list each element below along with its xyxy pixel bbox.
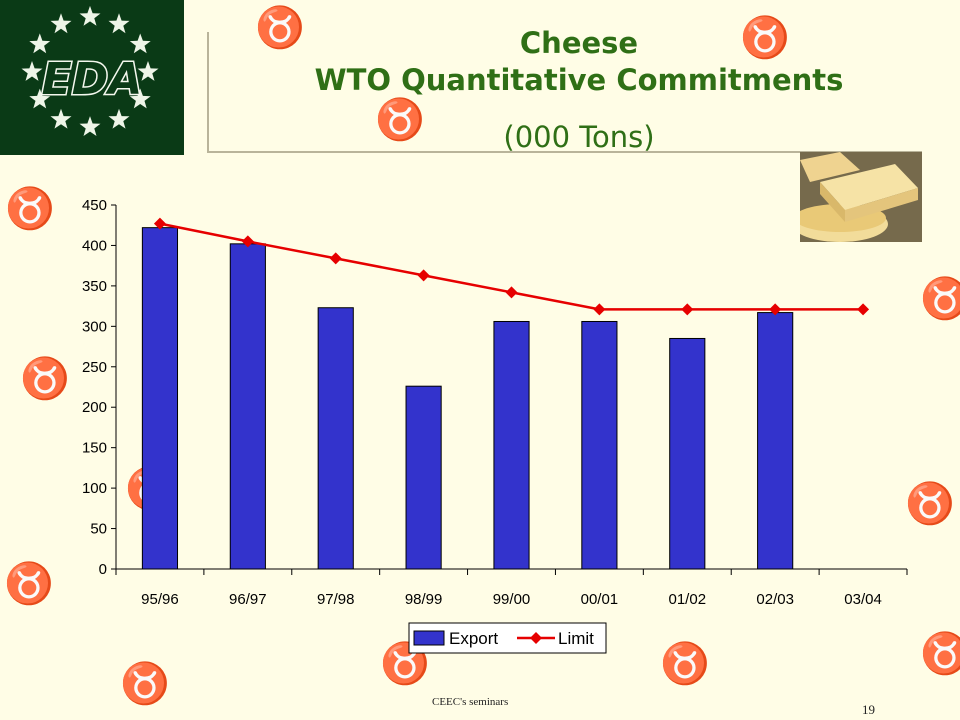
title-frame-horizontal — [207, 151, 922, 153]
page-subtitle: (000 Tons) — [503, 120, 655, 154]
cheese-photo — [800, 152, 922, 242]
logo-text: EDA — [42, 54, 143, 105]
x-tick-label: 96/97 — [229, 591, 267, 608]
legend-export-label: Export — [449, 629, 498, 648]
export-bar — [405, 385, 442, 570]
x-tick-label: 01/02 — [669, 591, 707, 608]
limit-point — [769, 303, 782, 316]
limit-point — [505, 286, 518, 299]
export-bar — [493, 320, 530, 570]
logo-star-icon — [29, 33, 51, 54]
limit-point — [593, 303, 606, 316]
y-tick-label: 50 — [90, 521, 107, 538]
eda-logo: EDA — [0, 0, 184, 155]
export-bar — [581, 320, 618, 570]
y-tick-label: 250 — [82, 359, 107, 376]
limit-point — [857, 303, 870, 316]
limit-point — [417, 269, 430, 282]
watermark-animal-icon: ♉ — [375, 97, 425, 143]
footer-text: CEEC's seminars — [432, 696, 509, 708]
logo-star-icon — [137, 61, 159, 81]
watermark-animal-icon: ♉ — [120, 661, 170, 707]
logo-star-icon — [129, 88, 151, 109]
x-tick-label: 95/96 — [141, 591, 179, 608]
watermark-animal-icon: ♉ — [660, 641, 710, 687]
title-frame-vertical — [207, 32, 209, 152]
page-number: 19 — [862, 702, 875, 717]
export-bar — [141, 227, 179, 570]
watermark-animal-icon: ♉ — [905, 481, 955, 527]
y-tick-label: 150 — [82, 440, 107, 457]
logo-star-icon — [29, 88, 51, 109]
logo-star-icon — [50, 108, 72, 129]
y-tick-label: 0 — [99, 561, 107, 578]
limit-point — [153, 217, 166, 230]
logo-star-icon — [50, 13, 72, 34]
y-tick-label: 350 — [82, 278, 107, 295]
logo-star-icon — [21, 61, 43, 81]
x-tick-label: 03/04 — [844, 591, 882, 608]
watermark-animal-icon: ♉ — [20, 356, 70, 402]
y-tick-label: 100 — [82, 480, 107, 497]
x-tick-label: 99/00 — [493, 591, 531, 608]
logo-star-icon — [79, 116, 101, 136]
watermark-animal-icon: ♉ — [4, 561, 54, 607]
x-tick-label: 00/01 — [581, 591, 619, 608]
limit-point — [241, 235, 254, 248]
export-bar — [229, 243, 266, 570]
y-tick-label: 200 — [82, 399, 107, 416]
watermark-animal-icon: ♉ — [920, 631, 960, 677]
legend-limit-marker — [530, 632, 542, 644]
limit-point — [681, 303, 694, 316]
watermark-animal-icon: ♉ — [740, 15, 790, 61]
page-title: Cheese — [519, 26, 639, 60]
x-tick-label: 97/98 — [317, 591, 355, 608]
page-title-line2: WTO Quantitative Commitments — [314, 63, 844, 97]
watermark-animal-icon: ♉ — [255, 5, 305, 51]
export-bar — [317, 307, 354, 570]
y-tick-label: 400 — [82, 237, 107, 254]
y-tick-label: 300 — [82, 318, 107, 335]
legend-limit-label: Limit — [558, 629, 594, 648]
logo-star-icon — [108, 13, 130, 34]
limit-point — [329, 252, 342, 265]
logo-star-icon — [108, 108, 130, 129]
y-tick-label: 450 — [82, 197, 107, 214]
legend-export-swatch — [413, 630, 445, 646]
logo-star-icon — [129, 33, 151, 54]
export-bar — [757, 312, 794, 570]
export-bar — [669, 337, 706, 570]
x-tick-label: 98/99 — [405, 591, 443, 608]
x-tick-label: 02/03 — [756, 591, 794, 608]
watermark-animal-icon: ♉ — [5, 186, 55, 232]
logo-star-icon — [79, 5, 101, 26]
watermark-animal-icon: ♉ — [920, 276, 960, 322]
